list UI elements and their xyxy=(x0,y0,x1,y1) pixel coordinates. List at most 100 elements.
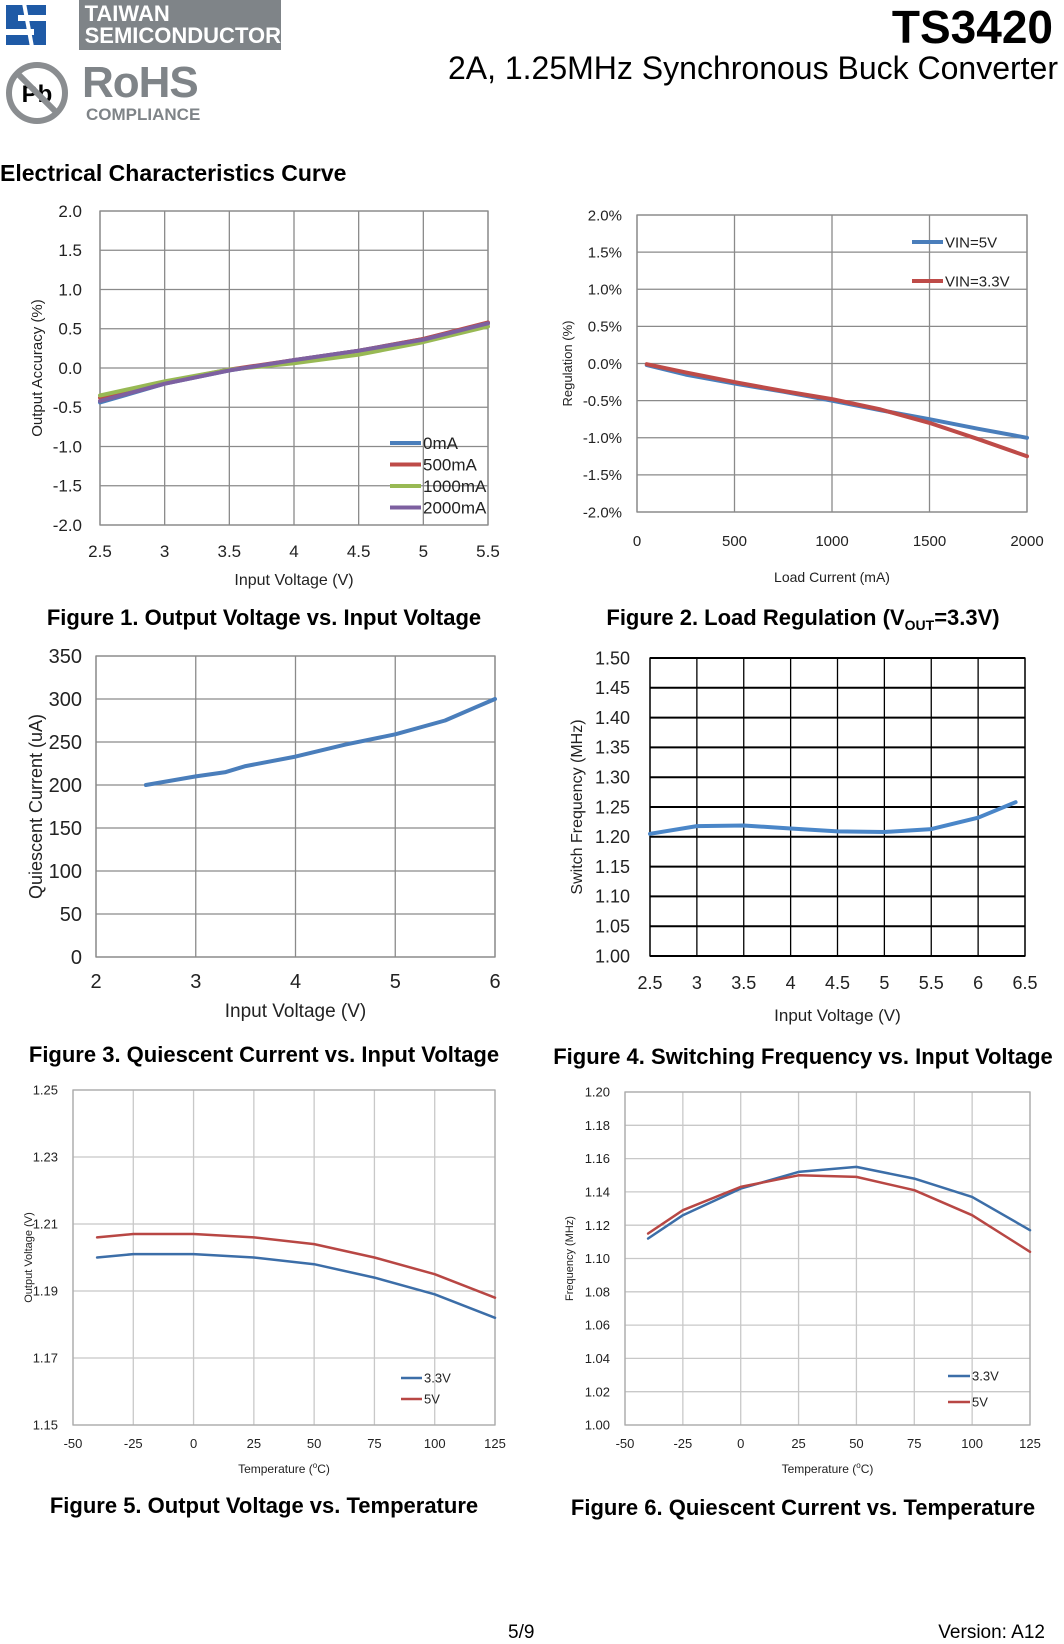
caption-part: Figure 6. Quiescent Current vs. Temperat… xyxy=(571,1495,1035,1520)
x-tick-label: -25 xyxy=(124,1436,143,1451)
x-tick-label: 4.5 xyxy=(347,542,371,561)
legend-label: 1000mA xyxy=(423,477,487,496)
chart-2: 2.0% 1.5% 1.0% 0.5% 0.0% -0.5% -1.0% -1.5% -2.0%… xyxy=(560,207,1044,633)
y-tick-label: 1.16 xyxy=(585,1151,610,1166)
x-tick-label: 75 xyxy=(367,1436,381,1451)
x-tick-label: 2 xyxy=(90,971,101,993)
series-line-3.3V xyxy=(95,1252,497,1320)
document-subtitle: 2A, 1.25MHz Synchronous Buck Converter xyxy=(447,50,1058,86)
x-axis-title: Input Voltage (V) xyxy=(774,1006,901,1025)
x-axis-title-part: Input Voltage (V) xyxy=(774,1006,901,1025)
x-tick-label: 1000 xyxy=(815,533,848,550)
figure-caption: Figure 2. Load Regulation (VOUT=3.3V) xyxy=(606,605,999,633)
x-tick-label: 2000 xyxy=(1010,533,1043,550)
x-axis-title: Input Voltage (V) xyxy=(225,1001,367,1022)
x-tick-label: 3 xyxy=(692,973,702,993)
x-tick-label: 125 xyxy=(1019,1436,1041,1451)
x-tick-label: 2.5 xyxy=(88,542,112,561)
y-axis-title: Output Accuracy (%) xyxy=(29,299,46,437)
caption-part: Figure 3. Quiescent Current vs. Input Vo… xyxy=(29,1042,499,1067)
x-axis-title-part: Temperature ( xyxy=(782,1462,857,1476)
x-tick-label: 500 xyxy=(722,533,747,550)
legend-label: 5V xyxy=(424,1392,440,1407)
figure-caption: Figure 5. Output Voltage vs. Temperature xyxy=(50,1493,478,1518)
rohs-logo: Pb RoHS COMPLIANCE xyxy=(4,58,214,126)
no-lead-icon: Pb xyxy=(6,62,68,124)
series-line-5V xyxy=(646,1174,1032,1254)
x-tick-label: 4 xyxy=(289,542,298,561)
x-tick-label: 2.5 xyxy=(637,973,662,993)
figure-caption: Figure 1. Output Voltage vs. Input Volta… xyxy=(47,605,481,630)
y-tick-label: 1.25 xyxy=(33,1083,58,1098)
x-tick-label: 50 xyxy=(849,1436,863,1451)
plot-area xyxy=(624,1091,1031,1426)
legend-label: 0mA xyxy=(423,434,459,453)
company-name: TAIWAN SEMICONDUCTOR xyxy=(78,0,281,50)
y-tick-label: 1.12 xyxy=(585,1218,610,1233)
y-tick-label: 1.0% xyxy=(588,282,622,299)
x-tick-label: 6 xyxy=(973,973,983,993)
caption-part: Figure 1. Output Voltage vs. Input Volta… xyxy=(47,605,481,630)
chart-5: 1.25 1.23 1.21 1.19 1.17 1.15 -50 -25 0 25 50 75 100… xyxy=(23,1083,506,1518)
y-tick-label: 1.40 xyxy=(595,708,630,728)
x-tick-label: 50 xyxy=(307,1436,321,1451)
x-axis-title: Input Voltage (V) xyxy=(234,572,353,589)
y-tick-label: 1.30 xyxy=(595,768,630,788)
y-tick-label: 1.21 xyxy=(33,1217,58,1232)
x-tick-label: 3.5 xyxy=(218,542,242,561)
legend-label: 3.3V xyxy=(972,1369,999,1384)
x-tick-label: -50 xyxy=(64,1436,83,1451)
x-tick-label: 125 xyxy=(484,1436,506,1451)
x-tick-label: 0 xyxy=(190,1436,197,1451)
y-tick-label: 250 xyxy=(49,732,82,754)
x-tick-label: 25 xyxy=(791,1436,805,1451)
x-axis-title-part: Load Current (mA) xyxy=(774,569,890,585)
y-tick-label: 2.0% xyxy=(588,207,622,224)
x-tick-label: 4 xyxy=(786,973,796,993)
y-tick-label: 2.0 xyxy=(58,202,82,221)
plot-area xyxy=(72,1089,496,1426)
series-line-data xyxy=(648,800,1018,836)
x-tick-label: 1500 xyxy=(913,533,946,550)
y-tick-label: -1.0% xyxy=(583,430,622,447)
y-tick-label: -2.0 xyxy=(53,516,82,535)
y-tick-label: 0.0 xyxy=(58,359,82,378)
x-tick-label: 25 xyxy=(247,1436,261,1451)
x-tick-label: 3.5 xyxy=(731,973,756,993)
page-number: 5/9 xyxy=(508,1622,535,1643)
figure-caption: Figure 3. Quiescent Current vs. Input Vo… xyxy=(29,1042,499,1067)
x-tick-label: 5.5 xyxy=(476,542,500,561)
y-tick-label: -2.0% xyxy=(583,504,622,521)
plot-area xyxy=(99,210,489,526)
y-tick-label: 150 xyxy=(49,818,82,840)
y-tick-label: 1.20 xyxy=(585,1085,610,1100)
y-tick-label: 1.02 xyxy=(585,1384,610,1399)
x-axis-title-part: C) xyxy=(861,1462,874,1476)
part-number: TS3420 xyxy=(891,1,1053,53)
x-axis-title-part: Input Voltage (V) xyxy=(225,1001,367,1022)
series-line-VIN=3.3V xyxy=(644,362,1029,459)
x-tick-label: 0 xyxy=(737,1436,744,1451)
x-tick-label: 5 xyxy=(390,971,401,993)
x-tick-label: 75 xyxy=(907,1436,921,1451)
caption-part: Figure 5. Output Voltage vs. Temperature xyxy=(50,1493,478,1518)
series-line-5V xyxy=(95,1232,497,1299)
plot-area xyxy=(636,214,1028,513)
y-tick-label: -1.0 xyxy=(53,437,82,456)
tsc-logo-mark-icon xyxy=(0,0,79,50)
x-axis-title-part: Input Voltage (V) xyxy=(234,572,353,589)
x-tick-label: 5 xyxy=(879,973,889,993)
x-tick-label: 3 xyxy=(160,542,169,561)
y-tick-label: 1.5% xyxy=(588,244,622,261)
y-tick-label: 1.04 xyxy=(585,1351,610,1366)
rohs-compliance: COMPLIANCE xyxy=(86,105,201,124)
chart-4: 1.50 1.45 1.40 1.35 1.30 1.25 1.20 1.15 1.10 1.05… xyxy=(553,648,1053,1069)
series-line-data xyxy=(143,697,497,787)
y-tick-label: 1.17 xyxy=(33,1351,58,1366)
y-axis-title: Regulation (%) xyxy=(560,321,575,407)
x-tick-label: 4.5 xyxy=(825,973,850,993)
y-axis-title: Quiescent Current (uA) xyxy=(26,714,46,899)
caption-part: Figure 2. Load Regulation (V xyxy=(606,605,905,630)
y-tick-label: 1.50 xyxy=(595,648,630,668)
y-tick-label: 1.10 xyxy=(585,1251,610,1266)
